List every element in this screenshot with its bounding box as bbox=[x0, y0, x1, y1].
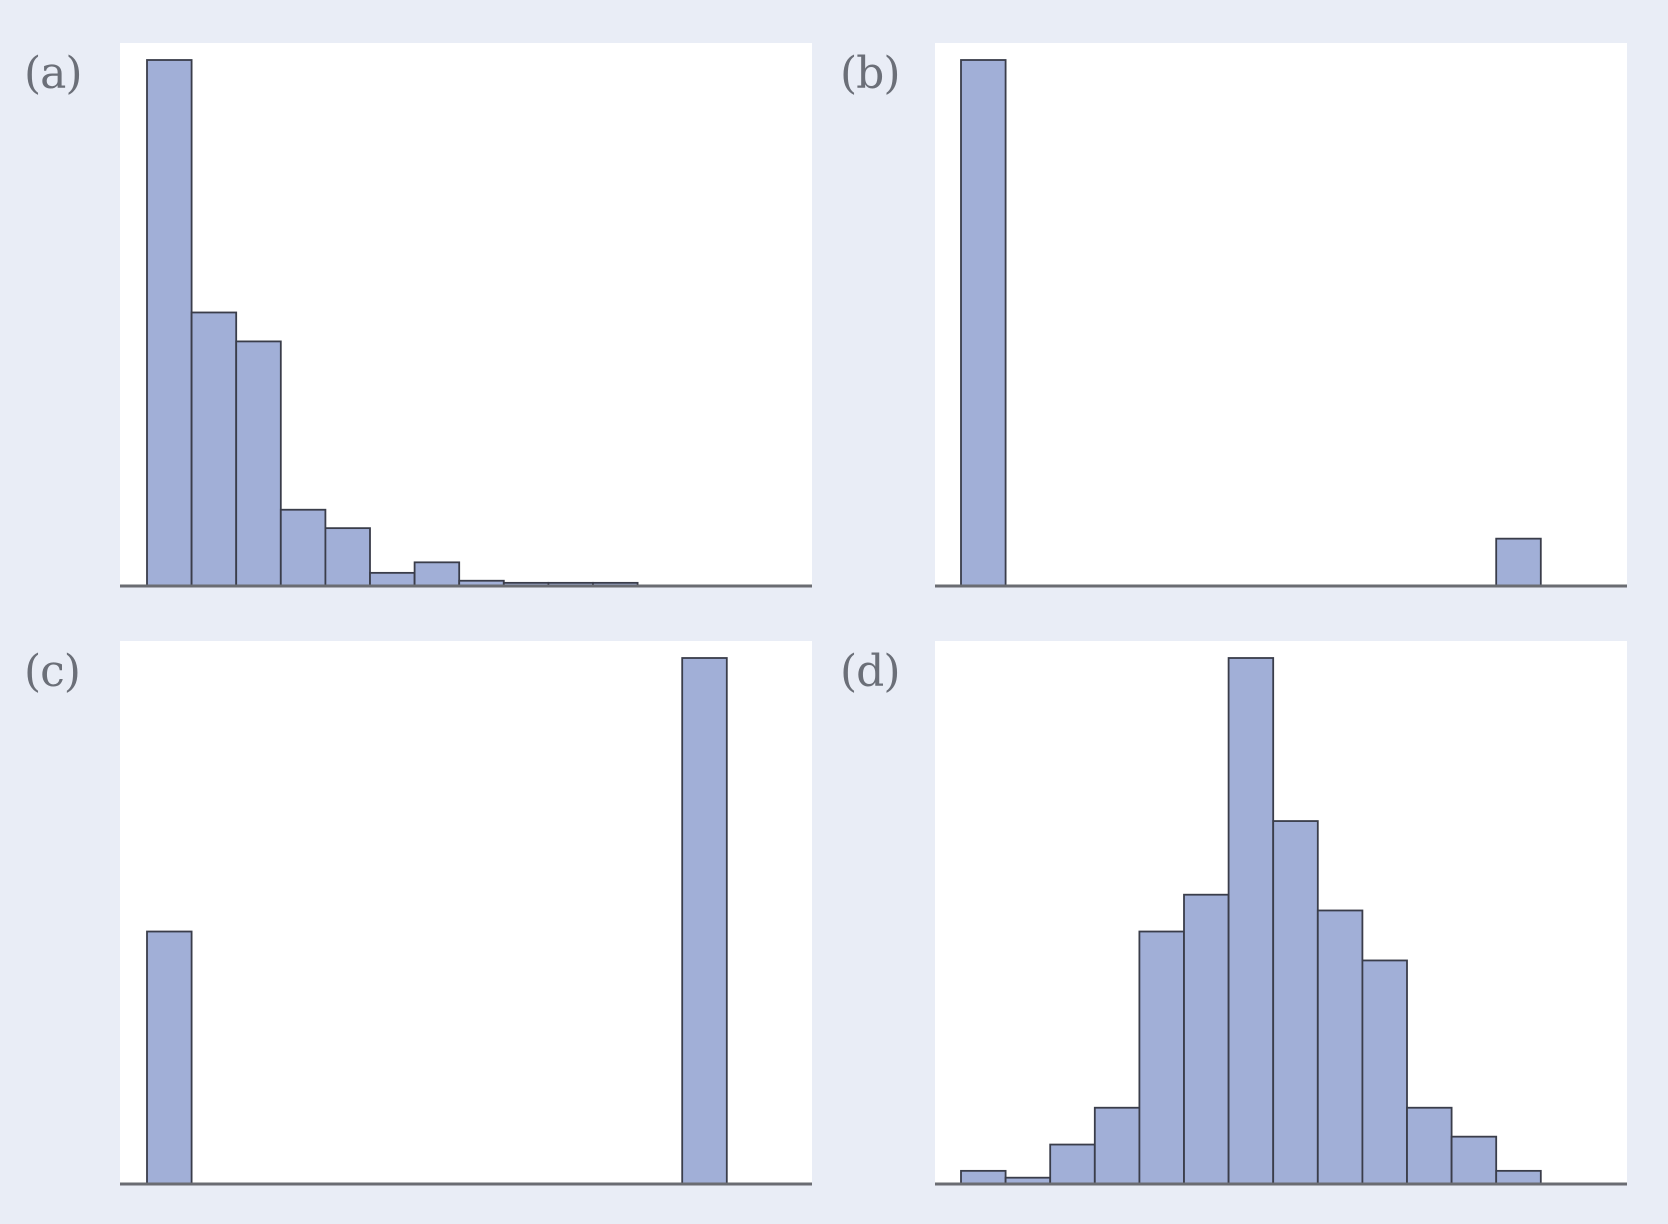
panel-label-a: (a) bbox=[24, 48, 83, 99]
histogram-bar-d-8 bbox=[1316, 909, 1364, 1185]
histogram-bar-a-1 bbox=[190, 311, 238, 587]
histogram-bar-c-12 bbox=[681, 657, 728, 1185]
panel-label-b: (b) bbox=[840, 48, 900, 99]
histogram-bar-d-5 bbox=[1183, 893, 1230, 1185]
histogram-panel-d bbox=[935, 641, 1627, 1186]
histogram-bar-d-6 bbox=[1227, 657, 1275, 1185]
histogram-bar-d-9 bbox=[1361, 959, 1408, 1185]
histogram-bar-d-0 bbox=[960, 1169, 1007, 1185]
histogram-bar-c-0 bbox=[146, 930, 193, 1185]
histogram-bar-b-12 bbox=[1495, 537, 1542, 587]
histogram-panel-c bbox=[120, 641, 812, 1186]
histogram-bar-d-4 bbox=[1138, 930, 1185, 1185]
plot-area-b bbox=[935, 43, 1627, 586]
histogram-bar-a-6 bbox=[413, 561, 461, 587]
histogram-bar-a-2 bbox=[235, 340, 282, 587]
histogram-bar-a-3 bbox=[279, 508, 327, 587]
panel-label-d: (d) bbox=[840, 646, 900, 697]
histogram-bar-a-5 bbox=[369, 571, 416, 587]
histogram-panel-b bbox=[935, 43, 1627, 588]
histogram-bar-d-11 bbox=[1450, 1135, 1498, 1185]
histogram-bar-d-10 bbox=[1406, 1106, 1453, 1185]
histogram-panel-a bbox=[120, 43, 812, 588]
histogram-bar-a-4 bbox=[324, 527, 371, 587]
histogram-bar-d-7 bbox=[1272, 820, 1319, 1185]
histogram-bar-b-0 bbox=[960, 59, 1007, 587]
histogram-bar-a-0 bbox=[146, 59, 193, 587]
histogram-bar-d-2 bbox=[1049, 1143, 1096, 1185]
panel-label-c: (c) bbox=[24, 646, 81, 697]
histogram-bar-d-12 bbox=[1495, 1169, 1542, 1185]
histogram-bar-d-3 bbox=[1093, 1106, 1141, 1185]
